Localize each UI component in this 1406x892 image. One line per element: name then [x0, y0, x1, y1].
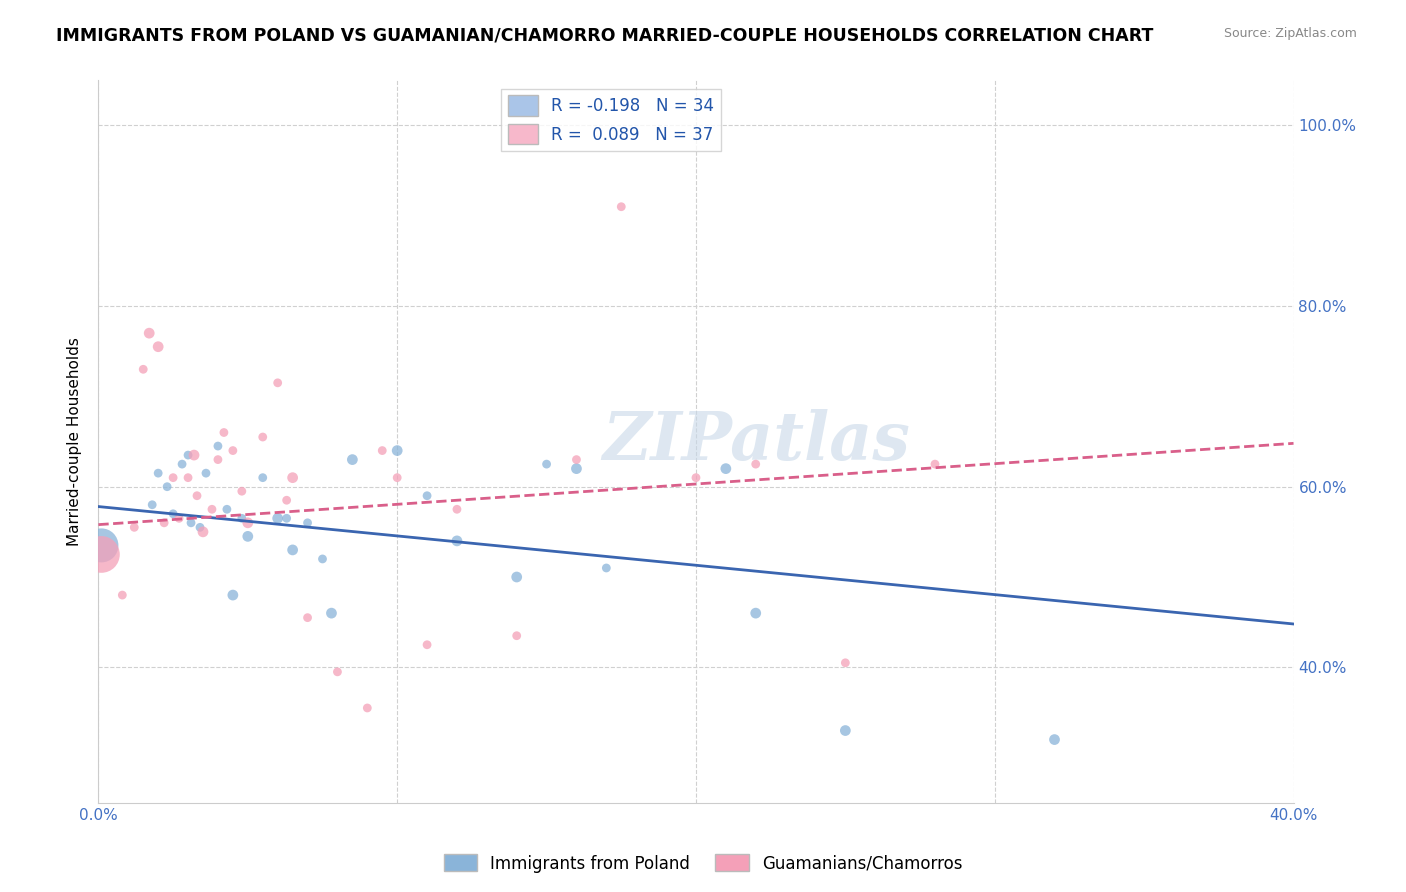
Point — [342, 452, 364, 467]
Point — [111, 588, 134, 602]
Point — [371, 443, 394, 458]
Point — [276, 493, 298, 508]
Point — [141, 498, 163, 512]
Point — [267, 511, 290, 525]
Point — [1043, 732, 1066, 747]
Point — [167, 511, 190, 525]
Point — [595, 561, 617, 575]
Point — [172, 457, 194, 471]
Text: Source: ZipAtlas.com: Source: ZipAtlas.com — [1223, 27, 1357, 40]
Point — [745, 606, 768, 620]
Point — [207, 452, 229, 467]
Point — [924, 457, 946, 471]
Point — [252, 430, 274, 444]
Point — [186, 489, 208, 503]
Point — [153, 516, 176, 530]
Point — [834, 656, 856, 670]
Point — [148, 340, 170, 354]
Point — [188, 520, 211, 534]
Point — [297, 610, 319, 624]
Point — [297, 516, 319, 530]
Point — [714, 461, 737, 475]
Point — [177, 448, 200, 462]
Point — [252, 471, 274, 485]
Point — [222, 443, 245, 458]
Point — [565, 461, 588, 475]
Point — [321, 606, 343, 620]
Point — [610, 200, 633, 214]
Text: ZIPatlas: ZIPatlas — [602, 409, 910, 474]
Point — [236, 529, 259, 543]
Y-axis label: Married-couple Households: Married-couple Households — [67, 337, 83, 546]
Point — [177, 471, 200, 485]
Legend: Immigrants from Poland, Guamanians/Chamorros: Immigrants from Poland, Guamanians/Chamo… — [437, 847, 969, 880]
Point — [236, 516, 259, 530]
Point — [201, 502, 224, 516]
Point — [685, 471, 707, 485]
Point — [215, 502, 238, 516]
Point — [326, 665, 349, 679]
Point — [90, 548, 112, 562]
Point — [506, 629, 529, 643]
Point — [222, 588, 245, 602]
Point — [834, 723, 856, 738]
Point — [183, 448, 205, 462]
Point — [195, 466, 218, 480]
Point — [416, 638, 439, 652]
Point — [281, 542, 304, 557]
Point — [356, 701, 378, 715]
Point — [446, 502, 468, 516]
Point — [212, 425, 235, 440]
Point — [536, 457, 558, 471]
Point — [231, 484, 253, 499]
Point — [276, 511, 298, 525]
Point — [156, 480, 179, 494]
Point — [138, 326, 160, 341]
Point — [281, 471, 304, 485]
Point — [446, 533, 468, 548]
Point — [267, 376, 290, 390]
Point — [416, 489, 439, 503]
Point — [162, 507, 184, 521]
Point — [745, 457, 768, 471]
Point — [90, 538, 112, 552]
Point — [506, 570, 529, 584]
Point — [124, 520, 146, 534]
Point — [311, 552, 333, 566]
Point — [132, 362, 155, 376]
Text: IMMIGRANTS FROM POLAND VS GUAMANIAN/CHAMORRO MARRIED-COUPLE HOUSEHOLDS CORRELATI: IMMIGRANTS FROM POLAND VS GUAMANIAN/CHAM… — [56, 27, 1153, 45]
Point — [180, 516, 202, 530]
Point — [207, 439, 229, 453]
Point — [385, 471, 409, 485]
Point — [148, 466, 170, 480]
Point — [231, 511, 253, 525]
Point — [162, 471, 184, 485]
Point — [385, 443, 409, 458]
Point — [191, 524, 214, 539]
Legend: R = -0.198   N = 34, R =  0.089   N = 37: R = -0.198 N = 34, R = 0.089 N = 37 — [501, 88, 721, 151]
Point — [565, 452, 588, 467]
